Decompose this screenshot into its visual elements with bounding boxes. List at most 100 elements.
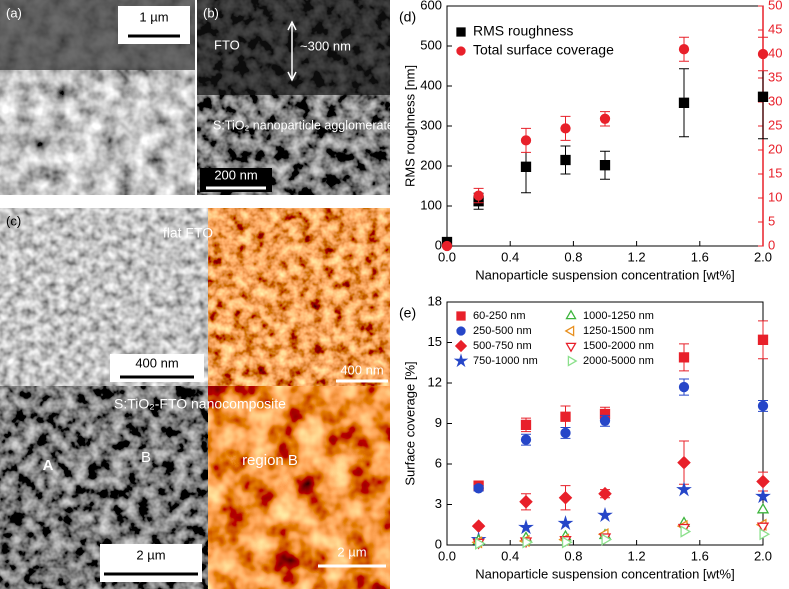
marker xyxy=(518,519,534,535)
region-label: A xyxy=(43,457,54,474)
scale-box xyxy=(118,6,190,44)
chart-title: (d) xyxy=(399,9,416,25)
marker xyxy=(475,537,486,550)
marker xyxy=(520,135,532,146)
y-tick-label: 300 xyxy=(420,117,442,132)
y-axis-label: RMS roughness [nm] xyxy=(402,65,417,187)
y-tick-label: 500 xyxy=(420,37,442,52)
marker xyxy=(598,486,612,501)
y-tick-label: 600 xyxy=(420,0,442,12)
legend-label: 750-1000 nm xyxy=(473,355,538,367)
legend-marker xyxy=(565,342,577,353)
x-tick-label: 0.4 xyxy=(501,548,519,563)
marker xyxy=(519,495,533,509)
legend-marker xyxy=(565,309,577,320)
marker xyxy=(558,490,573,505)
marker xyxy=(557,515,574,531)
y2-tick-label: 40 xyxy=(768,45,782,60)
marker xyxy=(599,415,611,426)
marker xyxy=(599,113,611,124)
marker xyxy=(560,154,571,166)
y2-tick-label: 30 xyxy=(768,93,782,108)
y-axis-label: Surface coverage [%] xyxy=(402,361,417,485)
x-tick-label: 0.4 xyxy=(501,249,519,264)
scale-text: 2 µm xyxy=(136,547,165,562)
x-tick-label: 1.2 xyxy=(628,548,646,563)
marker xyxy=(757,334,769,345)
image-label: region B xyxy=(242,452,298,469)
y-tick-label: 100 xyxy=(420,197,442,212)
y-tick-label: 6 xyxy=(435,455,442,470)
y-tick-label: 0 xyxy=(435,237,442,252)
x-tick-label: 2.0 xyxy=(754,249,772,264)
marker xyxy=(757,400,769,412)
y2-tick-label: 35 xyxy=(768,69,782,84)
legend-label: RMS roughness xyxy=(473,23,573,39)
legend-marker xyxy=(453,353,469,368)
marker xyxy=(473,190,484,201)
y2-tick-label: 10 xyxy=(768,189,782,204)
fto-layer xyxy=(197,0,390,95)
y-tick-label: 3 xyxy=(435,496,442,511)
y2-tick-label: 25 xyxy=(768,117,782,132)
image-label: S:TiO₂-FTO nanocomposite xyxy=(114,396,286,412)
agglomerate-label: S:TiO₂ nanoparticle agglomerates xyxy=(213,118,400,132)
legend-label: 1000-1250 nm xyxy=(583,310,654,322)
marker xyxy=(599,160,611,171)
marker xyxy=(755,488,771,504)
arrow-heads xyxy=(287,20,297,82)
marker xyxy=(680,525,692,538)
marker xyxy=(597,507,613,522)
scale-text: 400 nm xyxy=(135,355,178,370)
marker xyxy=(756,502,770,514)
x-tick-label: 1.2 xyxy=(628,249,646,264)
afm-region-b xyxy=(208,386,390,589)
y2-tick-label: 5 xyxy=(768,213,775,228)
legend-marker xyxy=(456,27,466,37)
x-tick-label: 1.6 xyxy=(691,249,709,264)
marker xyxy=(756,522,770,534)
y-tick-label: 15 xyxy=(428,334,442,349)
marker xyxy=(561,536,573,549)
marker xyxy=(678,97,690,108)
x-tick-label: 2.0 xyxy=(754,548,772,563)
y2-tick-label: 0 xyxy=(768,237,775,252)
scale-box xyxy=(100,544,202,582)
layer-label: FTO xyxy=(214,37,240,52)
x-axis-label: Nanoparticle suspension concentration [w… xyxy=(475,267,734,282)
legend-label: 500-750 nm xyxy=(473,340,532,352)
legend-marker xyxy=(454,339,468,353)
y-tick-label: 0 xyxy=(435,536,442,551)
scale-text: 400 nm xyxy=(340,362,383,377)
panel-label: (b) xyxy=(203,5,219,20)
legend-label: 2000-5000 nm xyxy=(583,355,654,367)
legend-label: 1500-2000 nm xyxy=(583,340,654,352)
marker xyxy=(560,123,571,134)
y2-tick-label: 20 xyxy=(768,141,782,156)
marker xyxy=(473,483,484,494)
y2-tick-label: 45 xyxy=(768,21,782,36)
scale-text: 2 µm xyxy=(337,544,366,559)
x-tick-label: 0.0 xyxy=(438,249,456,264)
y-tick-label: 400 xyxy=(420,77,442,92)
legend-label: 250-500 nm xyxy=(473,325,532,337)
marker xyxy=(677,455,691,470)
afm-flat-fto xyxy=(208,208,390,386)
y-tick-label: 200 xyxy=(420,157,442,172)
legend-marker xyxy=(567,355,578,367)
y-tick-label: 9 xyxy=(435,415,442,430)
legend-label: 60-250 nm xyxy=(473,310,526,322)
y2-tick-label: 15 xyxy=(768,165,782,180)
marker xyxy=(560,411,571,422)
legend-label: Total surface coverage xyxy=(473,42,614,58)
marker xyxy=(522,536,534,549)
marker xyxy=(520,434,532,445)
marker xyxy=(757,91,769,102)
x-axis-label: Nanoparticle suspension concentration [w… xyxy=(475,566,734,581)
x-tick-label: 0.0 xyxy=(438,548,456,563)
marker xyxy=(560,427,571,439)
scale-text: 200 nm xyxy=(214,167,257,182)
marker xyxy=(678,44,690,55)
marker xyxy=(471,519,486,533)
